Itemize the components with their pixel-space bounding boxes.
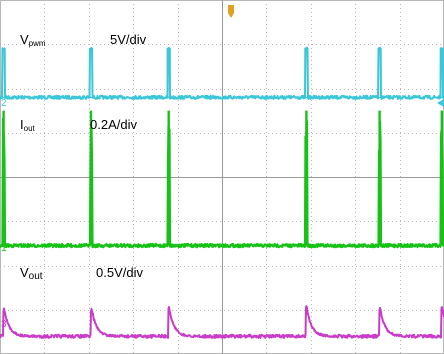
iout-pulse [2,111,4,246]
vpwm-label-main: V [20,32,29,47]
iout-pulse [168,111,170,246]
iout-pulse [378,111,380,246]
iout-scale: 0.2A/div [90,117,137,132]
vpwm-label-sub: pwm [29,39,46,48]
iout-ground-marker: 1 [1,243,7,254]
vpwm-scale: 5V/div [110,32,147,47]
iout-label-sub: out [24,124,36,133]
vout-ground-marker: 3 [1,319,7,330]
iout-pulse [441,111,443,246]
vout-scale: 0.5V/div [96,265,143,280]
vout-label-main: V [20,265,29,280]
vout-label-sub: out [29,271,43,282]
iout-pulse [305,111,307,246]
vpwm-ground-marker: 2 [1,98,7,109]
